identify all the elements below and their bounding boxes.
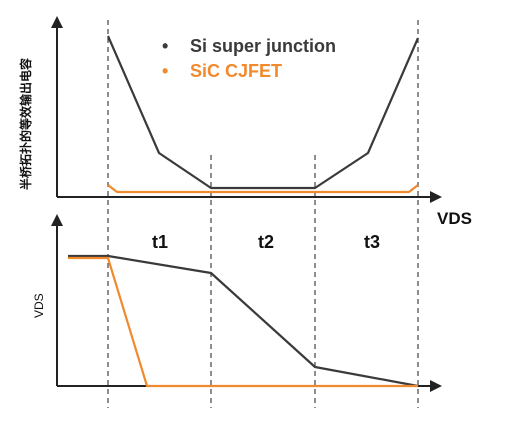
si-vds-curve <box>68 254 419 388</box>
interval-label-t2: t2 <box>258 232 274 252</box>
si-capacitance-curve <box>106 35 420 190</box>
top-y-axis-label: 半桥拓扑的等效输出电容 <box>18 58 33 190</box>
top-y-axis <box>51 16 63 197</box>
bottom-y-axis <box>51 214 63 386</box>
bottom-y-axis-label: VDS <box>32 293 46 318</box>
top-x-axis <box>57 191 442 203</box>
legend-marker-si: • <box>162 36 168 56</box>
top-x-axis-label: VDS <box>437 209 472 228</box>
legend-marker-sic: • <box>162 61 168 81</box>
interval-label-t1: t1 <box>152 232 168 252</box>
sic-capacitance-curve <box>107 184 419 194</box>
legend-label-si: Si super junction <box>190 36 336 56</box>
sic-vds-curve <box>68 256 418 388</box>
legend-label-sic: SiC CJFET <box>190 61 282 81</box>
legend: • Si super junction • SiC CJFET <box>162 36 336 81</box>
interval-label-t3: t3 <box>364 232 380 252</box>
